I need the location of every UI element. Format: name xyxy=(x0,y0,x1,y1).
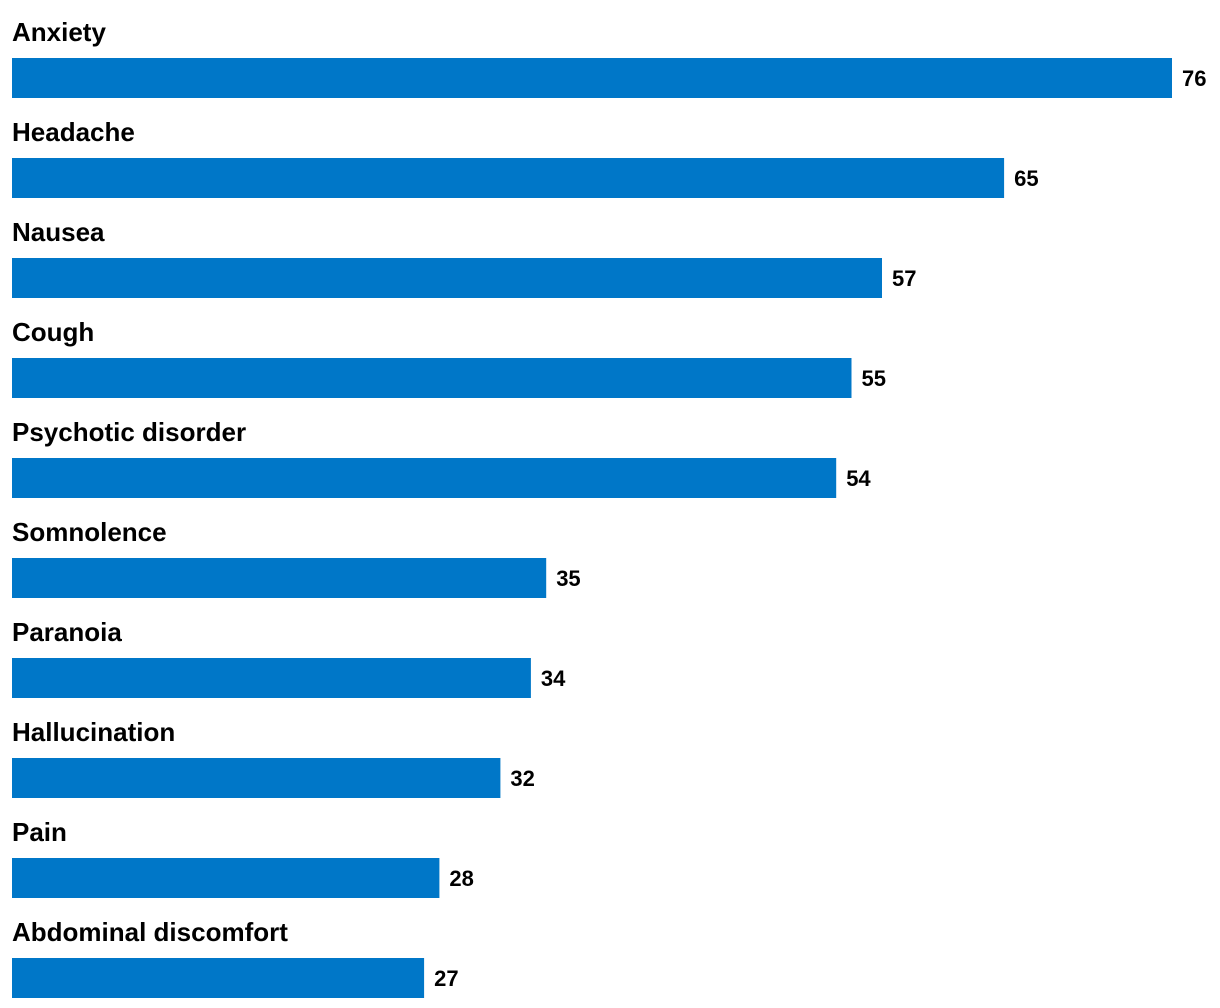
bar xyxy=(12,58,1172,98)
bar-group-psychotic-disorder: Psychotic disorder 54 xyxy=(12,417,871,498)
category-label: Somnolence xyxy=(12,517,167,547)
category-label: Psychotic disorder xyxy=(12,417,246,447)
bar-group-abdominal-discomfort: Abdominal discomfort 27 xyxy=(12,917,459,998)
value-label: 55 xyxy=(862,366,886,391)
category-label: Pain xyxy=(12,817,67,847)
bar xyxy=(12,458,837,498)
bar-group-headache: Headache 65 xyxy=(12,117,1039,198)
category-label: Abdominal discomfort xyxy=(12,917,288,947)
category-label: Nausea xyxy=(12,217,105,247)
bar-group-cough: Cough 55 xyxy=(12,317,886,398)
value-label: 54 xyxy=(846,466,871,491)
bar xyxy=(12,958,425,998)
bar-group-paranoia: Paranoia 34 xyxy=(12,617,566,698)
bar-group-anxiety: Anxiety 76 xyxy=(12,17,1206,98)
bar xyxy=(12,758,501,798)
bar xyxy=(12,558,547,598)
bars-layer: Anxiety 76 Headache 65 Nausea 57 Cough 55 Psycho… xyxy=(12,17,1206,998)
bar-group-somnolence: Somnolence 35 xyxy=(12,517,581,598)
bar xyxy=(12,358,852,398)
value-label: 32 xyxy=(510,766,534,791)
value-label: 65 xyxy=(1014,166,1038,191)
value-label: 28 xyxy=(449,866,473,891)
bar xyxy=(12,258,882,298)
bar xyxy=(12,158,1005,198)
bar-group-hallucination: Hallucination 32 xyxy=(12,717,535,798)
bar-group-nausea: Nausea 57 xyxy=(12,217,916,298)
bar-group-pain: Pain 28 xyxy=(12,817,474,898)
bar xyxy=(12,658,531,698)
value-label: 76 xyxy=(1182,66,1206,91)
category-label: Cough xyxy=(12,317,94,347)
value-label: 27 xyxy=(434,966,458,991)
value-label: 35 xyxy=(556,566,580,591)
value-label: 34 xyxy=(541,666,566,691)
category-label: Anxiety xyxy=(12,17,106,47)
value-label: 57 xyxy=(892,266,916,291)
category-label: Paranoia xyxy=(12,617,122,647)
category-label: Hallucination xyxy=(12,717,175,747)
category-label: Headache xyxy=(12,117,135,147)
bar xyxy=(12,858,440,898)
